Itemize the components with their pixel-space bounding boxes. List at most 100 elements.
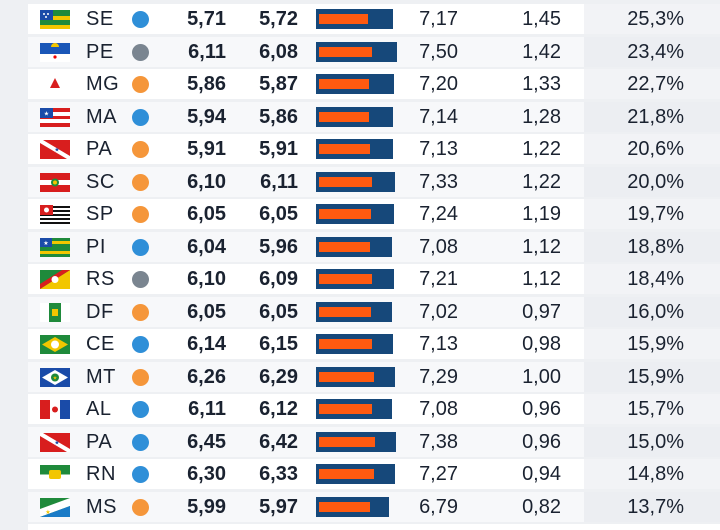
bar-fill: [319, 144, 370, 154]
state-abbreviation: AL: [86, 398, 112, 420]
svg-text:★: ★: [45, 509, 50, 516]
value-v3: 7,08: [419, 235, 458, 258]
highlight-band: [584, 459, 720, 489]
bar-fill: [319, 469, 375, 479]
value-v5: 13,7%: [627, 495, 684, 518]
flag-al-icon: [40, 400, 70, 419]
value-v1: 5,86: [187, 73, 226, 95]
value-v4: 1,22: [522, 170, 561, 193]
value-v3: 7,08: [419, 398, 458, 420]
state-abbreviation: PE: [86, 40, 114, 63]
value-v2: 6,15: [259, 333, 298, 355]
value-v1: 5,71: [187, 8, 226, 30]
bar-track: [316, 301, 392, 322]
bar-track: [316, 171, 396, 192]
value-v5: 18,8%: [627, 235, 684, 258]
party-dot-icon: [132, 206, 149, 223]
value-v1: 6,05: [187, 300, 226, 323]
party-dot-icon: [132, 433, 149, 451]
value-v4: 1,45: [522, 8, 561, 30]
flag-rn-icon: [40, 465, 70, 484]
value-v4: 0,96: [522, 398, 561, 420]
value-v2: 6,33: [259, 463, 298, 485]
value-v4: 1,33: [522, 73, 561, 95]
value-v2: 5,96: [259, 235, 298, 258]
highlight-band: [584, 69, 720, 99]
highlight-band: [584, 296, 720, 327]
table-row: PE 6,11 6,08 7,50 1,42 23,4%: [28, 36, 720, 67]
bar-fill: [319, 306, 372, 317]
flag-ce-icon: [40, 335, 70, 354]
flag-pe-icon: [40, 42, 70, 62]
party-dot-icon: [132, 368, 149, 386]
value-v4: 0,82: [522, 495, 561, 518]
party-dot-icon: [132, 141, 149, 158]
flag-ma-icon: ★: [40, 107, 70, 127]
flag-sc-icon: [40, 172, 70, 192]
value-v4: 0,96: [522, 430, 561, 453]
value-v2: 5,72: [259, 8, 298, 30]
value-v1: 6,14: [187, 333, 226, 355]
table-row: SE 5,71 5,72 7,17 1,45 25,3%: [28, 4, 720, 34]
value-v5: 20,0%: [627, 170, 684, 193]
highlight-band: [584, 264, 720, 294]
state-abbreviation: SC: [86, 170, 115, 193]
bar-track: [316, 399, 393, 419]
bar-track: [316, 236, 393, 257]
value-v5: 22,7%: [627, 73, 684, 95]
value-v3: 7,13: [419, 333, 458, 355]
party-dot-icon: [132, 173, 149, 191]
value-v3: 7,38: [419, 430, 458, 453]
value-v4: 1,19: [522, 203, 561, 225]
table-row: ★ PI 6,04 5,96 7,08 1,12 18,8%: [28, 231, 720, 262]
flag-se-icon: [40, 10, 70, 29]
value-v5: 16,0%: [627, 300, 684, 323]
highlight-band: [584, 394, 720, 424]
flag-pa-icon: ★: [40, 432, 70, 452]
value-v5: 15,9%: [627, 365, 684, 388]
bar-track: [316, 139, 393, 159]
bar-fill: [319, 176, 372, 187]
value-v1: 6,05: [187, 203, 226, 225]
value-v4: 1,12: [522, 235, 561, 258]
svg-text:★: ★: [53, 375, 58, 381]
value-v3: 7,13: [419, 138, 458, 160]
value-v2: 6,05: [259, 300, 298, 323]
highlight-band: [584, 491, 720, 522]
value-v5: 20,6%: [627, 138, 684, 160]
state-abbreviation: RS: [86, 268, 115, 290]
value-v1: 5,91: [187, 138, 226, 160]
bar-fill: [319, 404, 373, 414]
bar-fill: [319, 339, 373, 349]
bar-fill: [319, 79, 370, 89]
state-abbreviation: CE: [86, 333, 115, 355]
table-row: CE 6,14 6,15 7,13 0,98 15,9%: [28, 329, 720, 359]
bar-fill: [319, 14, 368, 24]
bar-track: [316, 9, 394, 29]
state-abbreviation: PA: [86, 430, 113, 453]
flag-mt-icon: ★: [40, 367, 70, 387]
table-row: ★ PA 5,91 5,91 7,13 1,22 20,6%: [28, 134, 720, 164]
value-v5: 15,7%: [627, 398, 684, 420]
state-abbreviation: RN: [86, 463, 116, 485]
value-v2: 6,42: [259, 430, 298, 453]
value-v3: 7,02: [419, 300, 458, 323]
value-v4: 1,22: [522, 138, 561, 160]
value-v1: 6,26: [187, 365, 226, 388]
highlight-band: [584, 426, 720, 457]
highlight-band: [584, 329, 720, 359]
flag-pa-icon: ★: [40, 140, 70, 159]
value-v5: 25,3%: [627, 8, 684, 30]
party-dot-icon: [132, 76, 149, 93]
bar-fill: [319, 274, 372, 284]
value-v4: 1,42: [522, 40, 561, 63]
value-v2: 5,87: [259, 73, 298, 95]
flag-rs-icon: [40, 270, 70, 289]
value-v5: 15,0%: [627, 430, 684, 453]
flag-pi-icon: ★: [40, 237, 70, 257]
party-dot-icon: [132, 336, 149, 353]
value-v1: 6,30: [187, 463, 226, 485]
svg-text:★: ★: [43, 240, 48, 247]
value-v4: 1,00: [522, 365, 561, 388]
